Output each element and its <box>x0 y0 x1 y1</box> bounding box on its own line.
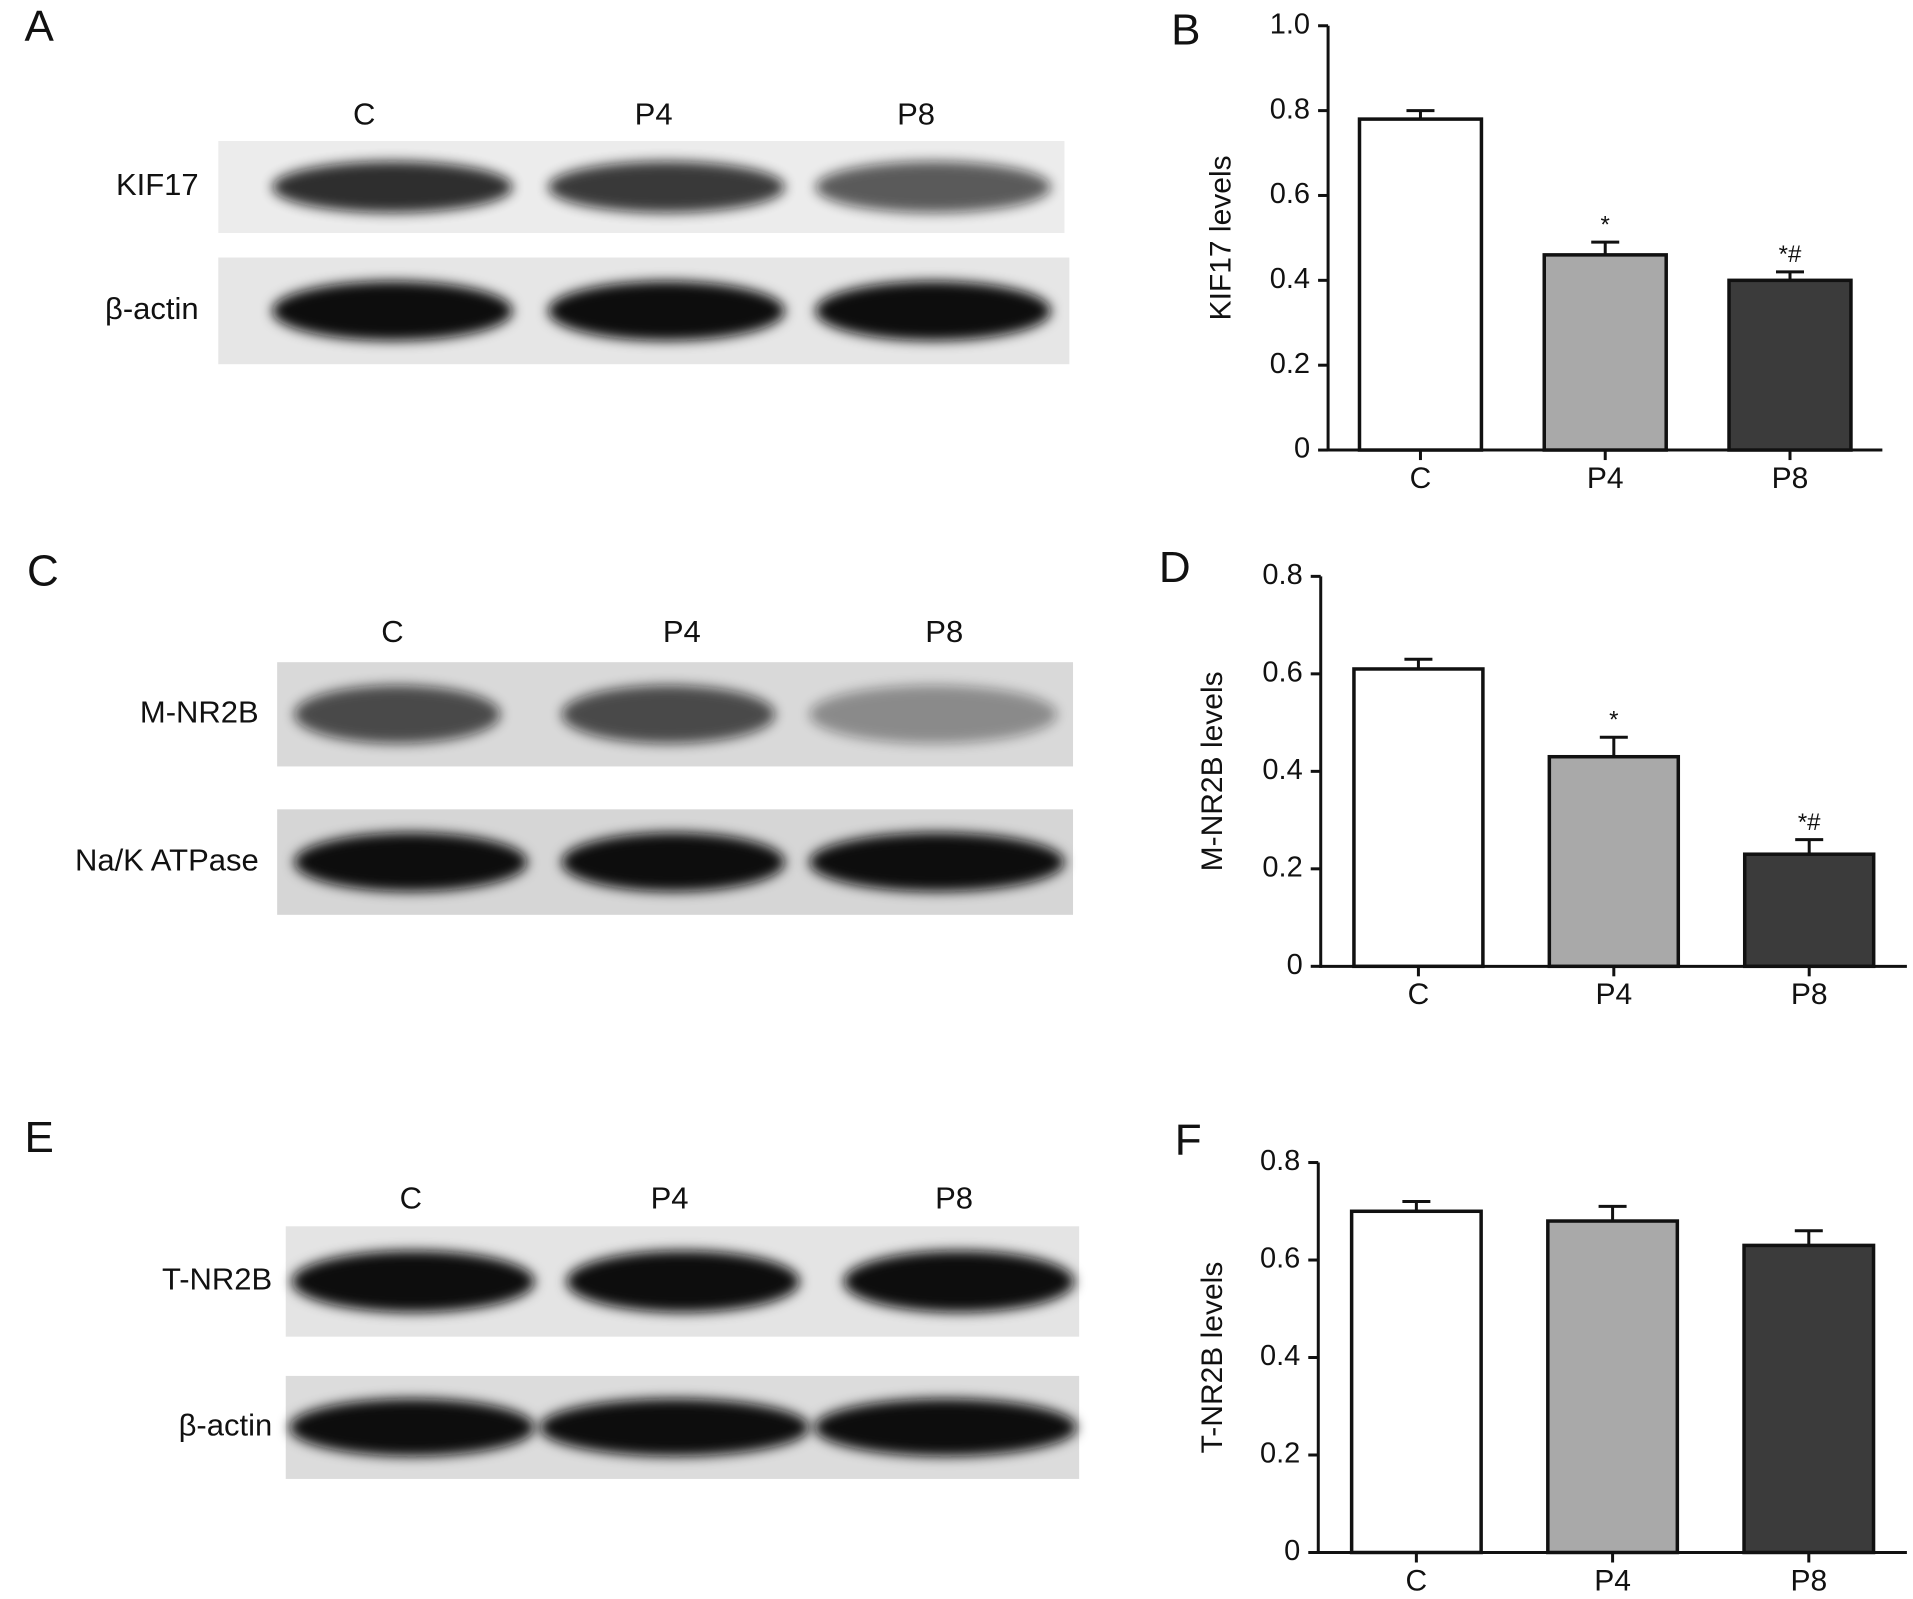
y-tick-label: 0 <box>1294 433 1310 465</box>
row-label: M-NR2B <box>140 695 259 730</box>
blot-band <box>291 1250 535 1313</box>
bar <box>1352 667 1485 969</box>
lane-label: P8 <box>897 97 935 132</box>
row-label: T-NR2B <box>162 1262 272 1297</box>
significance-label: * <box>1609 707 1618 734</box>
lane-label: P4 <box>635 97 673 132</box>
y-tick-label: 0.6 <box>1270 178 1310 210</box>
y-axis-label: KIF17 levels <box>1205 155 1238 320</box>
lane-label: C <box>400 1181 422 1216</box>
blot-band <box>566 1250 800 1313</box>
lane-label: C <box>353 97 375 132</box>
row-label: Na/K ATPase <box>75 842 259 877</box>
row-label: β-actin <box>105 291 199 326</box>
blot-band <box>548 161 785 213</box>
lane-label: P4 <box>663 614 701 649</box>
lane-label: C <box>381 614 403 649</box>
bar <box>1727 278 1853 452</box>
y-tick-label: 0.6 <box>1260 1243 1300 1275</box>
panel-letter: C <box>27 547 59 596</box>
y-tick-label: 0.2 <box>1262 851 1302 883</box>
bar <box>1742 852 1876 969</box>
blot-band <box>561 685 776 744</box>
y-tick-label: 0 <box>1287 949 1303 981</box>
x-tick-label: C <box>1408 978 1430 1011</box>
panel-letter: D <box>1159 543 1191 592</box>
y-tick-label: 0 <box>1284 1535 1300 1567</box>
blot-band <box>809 832 1065 892</box>
y-axis-label: T-NR2B levels <box>1196 1262 1229 1454</box>
x-tick-label: C <box>1410 462 1432 495</box>
y-tick-label: 0.8 <box>1260 1145 1300 1177</box>
bar <box>1547 754 1681 969</box>
blot-band <box>561 832 785 892</box>
blot-band <box>294 832 528 892</box>
x-tick-label: P4 <box>1595 978 1632 1011</box>
blot-band <box>809 685 1058 744</box>
panel-letter: A <box>25 2 55 51</box>
bar <box>1546 1219 1680 1555</box>
significance-label: *# <box>1798 809 1821 836</box>
blot-band <box>843 1250 1075 1313</box>
blot-band <box>539 1398 810 1457</box>
bar <box>1742 1243 1876 1555</box>
y-tick-label: 1.0 <box>1270 8 1310 40</box>
bar <box>1349 1209 1483 1555</box>
blot-band <box>272 161 513 213</box>
panel-letter: E <box>25 1113 54 1162</box>
x-tick-label: P8 <box>1791 978 1828 1011</box>
x-tick-label: C <box>1406 1564 1428 1597</box>
lane-label: P8 <box>935 1181 973 1216</box>
y-tick-label: 0.8 <box>1262 559 1302 591</box>
y-tick-label: 0.4 <box>1270 263 1310 295</box>
bar <box>1357 117 1484 452</box>
panel-letter: B <box>1171 6 1200 55</box>
blot-band <box>815 280 1051 341</box>
y-tick-label: 0.4 <box>1260 1340 1300 1372</box>
bar <box>1542 253 1668 452</box>
panel-letter: F <box>1175 1116 1202 1165</box>
blot-band <box>289 1398 535 1457</box>
y-tick-label: 0.6 <box>1262 657 1302 689</box>
row-label: β-actin <box>179 1408 273 1443</box>
row-label: KIF17 <box>116 167 199 202</box>
y-tick-label: 0.4 <box>1262 754 1302 786</box>
lane-label: P4 <box>651 1181 689 1216</box>
x-tick-label: P4 <box>1587 462 1624 495</box>
y-axis-label: M-NR2B levels <box>1196 671 1229 871</box>
lane-label: P8 <box>925 614 963 649</box>
y-tick-label: 0.2 <box>1270 348 1310 380</box>
blot-band <box>294 685 501 744</box>
y-tick-label: 0.2 <box>1260 1438 1300 1470</box>
blot-band <box>814 1398 1077 1457</box>
blot-band <box>272 280 513 341</box>
x-tick-label: P8 <box>1772 462 1809 495</box>
x-tick-label: P8 <box>1790 1564 1827 1597</box>
blot-band <box>548 280 785 341</box>
y-tick-label: 0.8 <box>1270 93 1310 125</box>
blot-band <box>815 161 1051 213</box>
x-tick-label: P4 <box>1594 1564 1631 1597</box>
significance-label: * <box>1601 211 1610 238</box>
significance-label: *# <box>1779 241 1802 268</box>
